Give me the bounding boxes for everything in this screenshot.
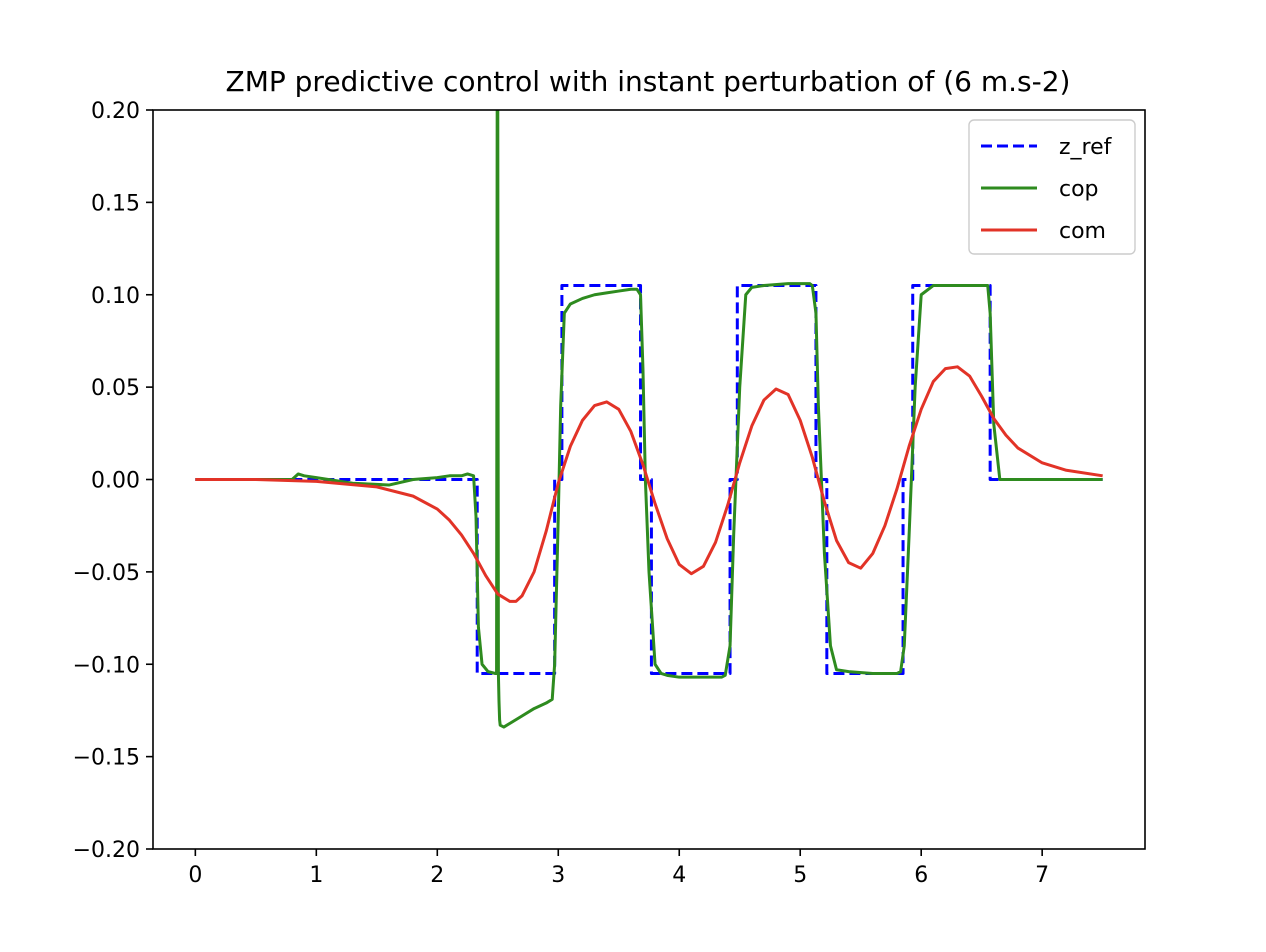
x-tick-label: 1 — [309, 863, 323, 888]
legend-label: cop — [1059, 177, 1099, 202]
legend-label: com — [1059, 219, 1106, 244]
x-tick-label: 7 — [1035, 863, 1049, 888]
y-tick-label: 0.15 — [91, 191, 140, 216]
x-tick-label: 4 — [672, 863, 686, 888]
legend-label: z_ref — [1059, 135, 1113, 160]
x-tick-label: 6 — [914, 863, 928, 888]
axes-layer: 0 1 2 3 4 5 6 7 0.20 0.15 0.10 0.05 0.00 −0.05 −0.10 −0… — [73, 99, 1050, 888]
y-tick-label: 0.10 — [91, 284, 140, 309]
series-layer — [195, 110, 1103, 729]
y-tick-label: 0.05 — [91, 376, 140, 401]
x-tick-label: 3 — [551, 863, 565, 888]
x-tick-label: 2 — [430, 863, 444, 888]
y-tick-label: −0.20 — [73, 838, 140, 863]
y-tick-label: 0.00 — [91, 469, 140, 494]
chart-title: ZMP predictive control with instant pert… — [226, 65, 1071, 98]
y-tick-label: −0.10 — [73, 653, 140, 678]
y-tick-label: 0.20 — [91, 99, 140, 124]
y-tick-label: −0.05 — [73, 561, 140, 586]
legend-box — [968, 119, 1136, 255]
x-tick-label: 5 — [793, 863, 807, 888]
x-tick-label: 0 — [188, 863, 202, 888]
series-line-cop — [195, 110, 1103, 729]
y-tick-label: −0.15 — [73, 746, 140, 771]
series-line-com — [195, 365, 1103, 603]
